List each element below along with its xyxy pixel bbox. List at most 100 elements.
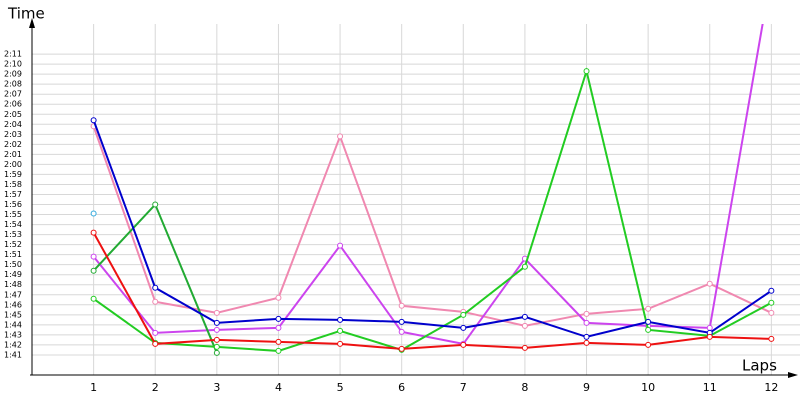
point	[275, 347, 282, 354]
point	[275, 294, 282, 301]
y-tick-label: 2:07	[4, 90, 22, 99]
y-tick-label: 1:47	[4, 290, 22, 299]
point	[768, 299, 775, 306]
y-tick-label: 1:43	[4, 330, 22, 339]
x-tick-label: 8	[521, 381, 528, 394]
point	[152, 298, 159, 305]
point	[337, 340, 344, 347]
y-tick-label: 1:44	[4, 320, 22, 329]
series-line	[92, 232, 772, 350]
y-tick-label: 2:03	[4, 130, 22, 139]
series-group	[90, 24, 775, 356]
x-tick-label: 3	[213, 381, 220, 394]
point	[275, 315, 282, 322]
y-tick-label: 2:04	[4, 120, 22, 129]
point	[152, 284, 159, 291]
x-tick-label: 9	[583, 381, 590, 394]
y-tick-label: 1:57	[4, 190, 22, 199]
point	[398, 328, 405, 335]
y-tick-label: 2:00	[4, 160, 22, 169]
y-tick-label: 1:54	[4, 220, 22, 229]
y-tick-label: 1:59	[4, 170, 22, 179]
point	[583, 339, 590, 346]
y-tick-label: 1:51	[4, 250, 22, 259]
point	[398, 345, 405, 352]
point	[706, 280, 713, 287]
y-tick-label: 2:11	[4, 50, 22, 59]
point	[152, 340, 159, 347]
y-tick-label: 1:56	[4, 200, 22, 209]
point	[768, 287, 775, 294]
series-line	[92, 125, 772, 327]
point	[521, 322, 528, 329]
y-tick-label: 2:10	[4, 60, 22, 69]
y-tick-label: 1:42	[4, 340, 22, 349]
x-tick-label: 5	[337, 381, 344, 394]
point	[213, 336, 220, 343]
y-tick-label: 1:50	[4, 260, 22, 269]
y-arrow	[29, 18, 35, 28]
y-axis-label: Time	[7, 5, 45, 23]
point	[213, 309, 220, 316]
point	[521, 313, 528, 320]
x-tick-label: 4	[275, 381, 282, 394]
y-tick-label: 1:52	[4, 240, 22, 249]
x-arrow	[788, 372, 798, 378]
point	[90, 295, 97, 302]
point	[398, 302, 405, 309]
x-tick-label: 12	[764, 381, 778, 394]
point	[768, 335, 775, 342]
point	[645, 318, 652, 325]
y-tick-label: 1:45	[4, 310, 22, 319]
point	[152, 329, 159, 336]
y-tick-label: 1:41	[4, 350, 22, 359]
point	[398, 318, 405, 325]
point	[583, 319, 590, 326]
point	[460, 311, 467, 318]
point	[213, 326, 220, 333]
x-tick-label: 1	[90, 381, 97, 394]
point	[90, 253, 97, 260]
series-line	[92, 119, 772, 338]
point	[213, 319, 220, 326]
point	[213, 343, 220, 350]
y-tick-label: 1:48	[4, 280, 22, 289]
point	[90, 117, 97, 124]
point	[645, 305, 652, 312]
point	[583, 68, 590, 75]
point	[645, 326, 652, 333]
y-tick-label: 1:58	[4, 180, 22, 189]
y-tick-label: 1:55	[4, 210, 22, 219]
y-tick-label: 1:46	[4, 300, 22, 309]
y-tick-label: 1:53	[4, 230, 22, 239]
x-tick-label: 7	[460, 381, 467, 394]
point	[460, 341, 467, 348]
point	[583, 310, 590, 317]
point	[275, 324, 282, 331]
point	[90, 210, 97, 217]
y-tick-label: 2:02	[4, 140, 22, 149]
y-tick-label: 2:08	[4, 80, 22, 89]
y-tick-label: 2:06	[4, 100, 22, 109]
point	[337, 316, 344, 323]
y-tick-label: 2:09	[4, 70, 22, 79]
x-tick-label: 10	[641, 381, 655, 394]
x-axis-label: Laps	[742, 357, 777, 375]
point	[706, 333, 713, 340]
point	[213, 349, 220, 356]
y-tick-label: 1:49	[4, 270, 22, 279]
point	[90, 267, 97, 274]
point	[706, 324, 713, 331]
point	[337, 242, 344, 249]
y-tick-label: 2:01	[4, 150, 22, 159]
x-tick-label: 6	[398, 381, 405, 394]
point	[583, 333, 590, 340]
point	[521, 344, 528, 351]
x-tick-label: 2	[152, 381, 159, 394]
point	[90, 229, 97, 236]
series-line	[93, 67, 772, 352]
point	[645, 341, 652, 348]
point	[275, 338, 282, 345]
point	[460, 324, 467, 331]
